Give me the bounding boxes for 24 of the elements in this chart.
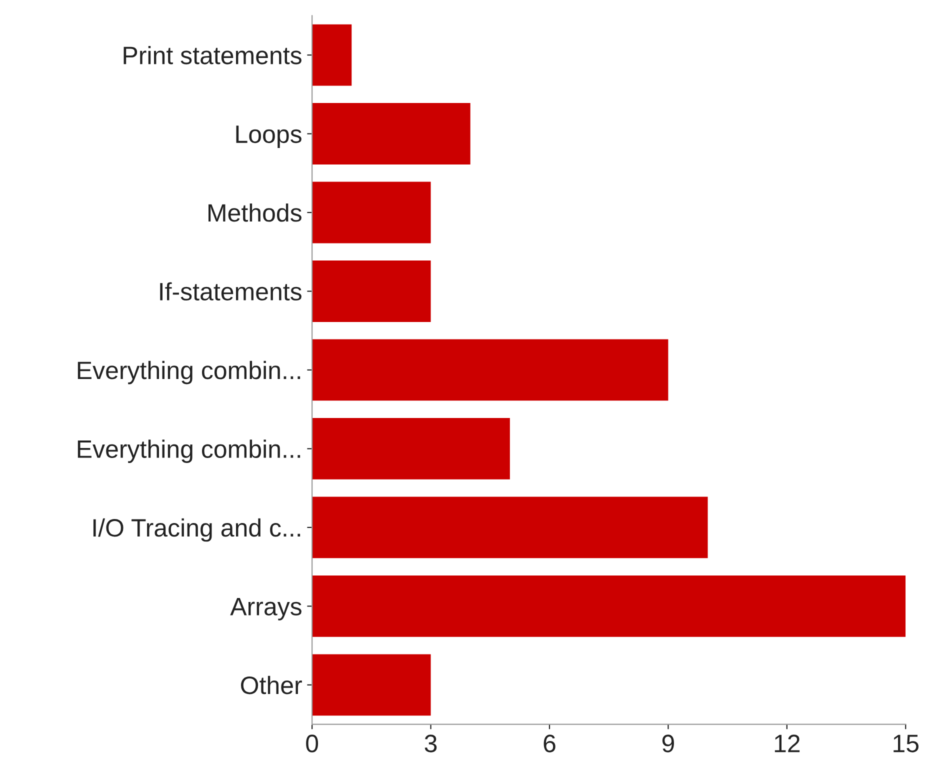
y-tick-label: Everything combin... [78,440,300,463]
y-tick-label: If-statements [160,282,302,301]
y-tick-label: I/O Tracing and c... [93,518,300,542]
bar [312,260,431,322]
bar [312,575,906,637]
y-tick-label: Methods [208,203,302,222]
bar [312,103,470,164]
x-tick-label: 15 [894,734,918,752]
y-tick-label: Everything combin... [78,360,300,384]
x-tick-label: 0 [306,734,318,752]
x-tick-label: 12 [774,734,800,752]
x-tick-label: 6 [544,734,556,752]
bar [312,339,668,401]
bar [312,496,708,558]
bar [312,182,431,244]
bar [312,654,431,716]
x-tick-label: 9 [662,734,674,752]
bar [312,24,352,86]
y-tick-label: Other [241,676,302,694]
bar [312,418,510,480]
y-tick-label: Loops [236,126,302,148]
y-tick-label: Arrays [230,598,302,620]
x-tick-label: 3 [424,734,437,752]
y-tick-label: Print statements [124,46,302,64]
